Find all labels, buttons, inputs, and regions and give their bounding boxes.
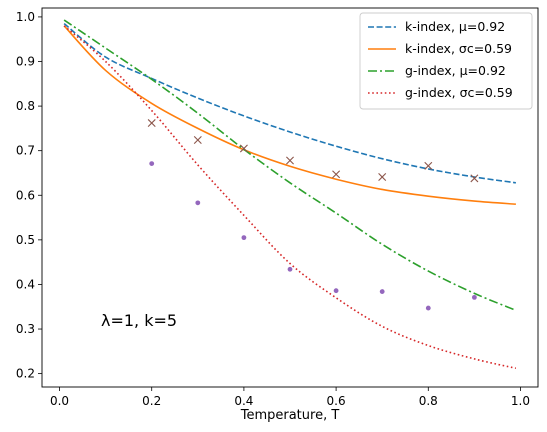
- x-marker-point: [470, 174, 479, 183]
- legend-label: k-index, μ=0.92: [405, 19, 505, 34]
- x-marker-point: [286, 156, 294, 165]
- x-marker-point: [424, 161, 433, 170]
- dot-marker-point: [425, 305, 431, 311]
- dot-marker-point: [149, 161, 155, 167]
- y-tick-label: 0.9: [16, 55, 35, 69]
- dot-marker-point: [379, 289, 385, 294]
- series-layer: [63, 19, 517, 370]
- dot-marker-point: [287, 266, 293, 272]
- x-tick-label: 1.0: [511, 394, 530, 408]
- y-tick-label: 0.2: [16, 367, 35, 381]
- x-tick-label: 0.0: [50, 394, 69, 408]
- x-tick-label: 0.8: [419, 394, 438, 408]
- lambda-k-annotation: λ=1, k=5: [101, 311, 177, 330]
- x-tick-label: 0.2: [142, 394, 161, 408]
- y-tick-label: 1.0: [16, 10, 35, 24]
- legend-box: [359, 12, 533, 110]
- y-tick-label: 0.3: [16, 322, 35, 336]
- x-marker-point: [193, 135, 202, 144]
- y-tick-label: 0.7: [16, 144, 35, 158]
- dot-marker-point: [471, 294, 477, 300]
- x-tick-label: 0.6: [327, 394, 346, 408]
- y-tick-label: 0.6: [16, 188, 35, 202]
- y-tick-label: 0.5: [16, 233, 35, 247]
- series-line-g-index-mu: [63, 19, 517, 312]
- x-marker-point: [239, 144, 248, 153]
- x-marker-point: [332, 170, 341, 179]
- x-marker-point: [378, 173, 387, 181]
- x-axis: 0.0 0.2 0.4 0.6 0.8 1.0: [50, 387, 530, 408]
- x-tick-label: 0.4: [234, 394, 253, 408]
- y-tick-label: 0.4: [16, 277, 35, 291]
- y-tick-label: 0.8: [16, 99, 35, 113]
- series-line-k-index-mu: [63, 22, 516, 184]
- y-axis: 0.2 0.3 0.4 0.5 0.6 0.7 0.8 0.9 1.0: [16, 10, 42, 381]
- x-axis-label: Temperature, T: [240, 408, 340, 423]
- dot-marker-point: [241, 235, 247, 241]
- series-line-g-index-sigma: [63, 25, 517, 370]
- dot-marker-point: [333, 288, 339, 294]
- points-layer: [147, 119, 479, 311]
- legend: k-index, μ=0.92 k-index, σc=0.59 g-index, …: [359, 12, 533, 110]
- legend-label: k-index, σc=0.59: [405, 41, 512, 56]
- legend-label: g-index, μ=0.92: [405, 63, 506, 78]
- dot-marker-point: [195, 200, 201, 206]
- legend-label: g-index, σc=0.59: [405, 85, 513, 100]
- x-marker-point: [147, 119, 156, 128]
